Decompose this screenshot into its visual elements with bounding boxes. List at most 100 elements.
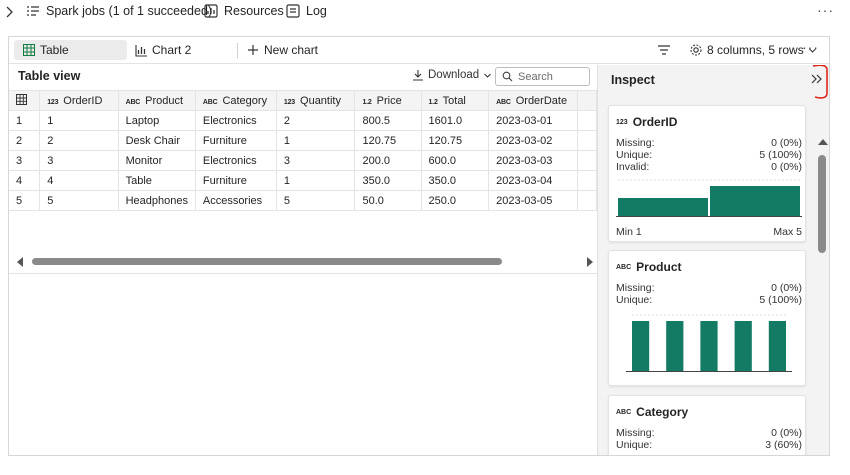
cell-price[interactable]: 800.5 bbox=[354, 110, 422, 131]
cell-category[interactable]: Electronics bbox=[195, 110, 277, 131]
columns-settings-button[interactable]: 8 columns, 5 rows bbox=[689, 40, 817, 60]
cell-product[interactable]: Table bbox=[118, 170, 196, 191]
table-row[interactable]: 3 3 Monitor Electronics 3 200.0 600.0 20… bbox=[9, 150, 597, 171]
scroll-up-arrow[interactable] bbox=[818, 139, 828, 145]
cell-price[interactable]: 200.0 bbox=[354, 150, 422, 171]
cell-price[interactable]: 350.0 bbox=[354, 170, 422, 191]
search-input[interactable] bbox=[518, 70, 588, 83]
column-header-price[interactable]: 1.2 Price bbox=[354, 90, 422, 111]
scroll-right-arrow[interactable] bbox=[587, 257, 593, 267]
spark-jobs-link[interactable]: Spark jobs (1 of 1 succeeded) bbox=[26, 4, 212, 18]
cell-price[interactable]: 50.0 bbox=[354, 190, 422, 211]
chevron-right-icon[interactable] bbox=[4, 5, 16, 19]
tab-chart-2[interactable]: Chart 2 bbox=[135, 40, 191, 60]
cell-product[interactable]: Monitor bbox=[118, 150, 196, 171]
new-chart-label: New chart bbox=[264, 43, 319, 57]
cell-category[interactable]: Furniture bbox=[195, 130, 277, 151]
cell-category[interactable]: Electronics bbox=[195, 150, 277, 171]
card-header: 123 OrderID bbox=[616, 115, 677, 129]
cell-orderid[interactable]: 4 bbox=[39, 170, 119, 191]
orderid-histogram bbox=[616, 179, 802, 217]
table-row[interactable]: 2 2 Desk Chair Furniture 1 120.75 120.75… bbox=[9, 130, 597, 151]
tab-table[interactable]: Table bbox=[14, 40, 127, 60]
stat-invalid: Invalid: 0 (0%) bbox=[616, 161, 802, 173]
cell-orderid[interactable]: 1 bbox=[39, 110, 119, 131]
log-link[interactable]: Log bbox=[286, 4, 327, 18]
data-grid: 123 OrderID ABC Product ABC Category 123 Qua… bbox=[9, 90, 597, 240]
cell-total[interactable]: 250.0 bbox=[421, 190, 490, 211]
vertical-scrollbar[interactable] bbox=[816, 139, 828, 455]
column-name: Category bbox=[222, 94, 268, 107]
collapse-panel-button[interactable] bbox=[806, 65, 829, 101]
column-name: Quantity bbox=[300, 94, 341, 107]
filter-icon[interactable] bbox=[657, 43, 671, 57]
cell-orderid[interactable]: 3 bbox=[39, 150, 119, 171]
cell-total[interactable]: 1601.0 bbox=[421, 110, 490, 131]
histogram-bar bbox=[710, 186, 800, 216]
search-icon bbox=[502, 71, 513, 82]
stat-value: 0 (0%) bbox=[771, 161, 802, 173]
search-box[interactable] bbox=[495, 67, 590, 86]
stat-label: Missing: bbox=[616, 427, 655, 439]
cell-quantity[interactable]: 3 bbox=[276, 150, 356, 171]
column-header-product[interactable]: ABC Product bbox=[118, 90, 196, 111]
cell-orderdate[interactable]: 2023-03-05 bbox=[488, 190, 579, 211]
cell-quantity[interactable]: 1 bbox=[276, 130, 356, 151]
row-index: 1 bbox=[9, 110, 41, 131]
cell-category[interactable]: Accessories bbox=[195, 190, 277, 211]
number-type-icon: 123 bbox=[616, 118, 628, 126]
column-header-quantity[interactable]: 123 Quantity bbox=[276, 90, 356, 111]
cell-orderid[interactable]: 2 bbox=[39, 130, 119, 151]
cell-product[interactable]: Headphones bbox=[118, 190, 196, 211]
number-type-icon: 123 bbox=[47, 98, 59, 106]
cell-product[interactable]: Desk Chair bbox=[118, 130, 196, 151]
cell-product[interactable]: Laptop bbox=[118, 110, 196, 131]
card-column-name: OrderID bbox=[632, 115, 678, 129]
table-row[interactable]: 1 1 Laptop Electronics 2 800.5 1601.0 20… bbox=[9, 110, 597, 131]
cell-orderid[interactable]: 5 bbox=[39, 190, 119, 211]
cell-orderdate[interactable]: 2023-03-04 bbox=[488, 170, 579, 191]
column-name: OrderDate bbox=[515, 94, 568, 107]
gear-icon bbox=[690, 44, 702, 56]
cell-category[interactable]: Furniture bbox=[195, 170, 277, 191]
cell-orderdate[interactable]: 2023-03-01 bbox=[488, 110, 579, 131]
cell-total[interactable]: 350.0 bbox=[421, 170, 490, 191]
column-card-category[interactable]: ABC Category Missing: 0 (0%) Unique: 3 (60… bbox=[608, 395, 806, 455]
download-button[interactable]: Download bbox=[412, 69, 492, 81]
horizontal-scrollbar[interactable] bbox=[15, 255, 593, 269]
dataframe-viewer: Table Chart 2 New chart 8 columns, 5 row… bbox=[8, 36, 830, 456]
toolbar-divider bbox=[237, 43, 238, 58]
cell-quantity[interactable]: 1 bbox=[276, 170, 356, 191]
cell-overflow bbox=[577, 110, 597, 131]
column-header-orderdate[interactable]: ABC OrderDate bbox=[488, 90, 579, 111]
scroll-left-arrow[interactable] bbox=[17, 257, 23, 267]
histogram-bar bbox=[768, 321, 786, 371]
column-card-orderid[interactable]: 123 OrderID Missing: 0 (0%) Unique: 5 (100… bbox=[608, 105, 806, 242]
table-row[interactable]: 5 5 Headphones Accessories 5 50.0 250.0 … bbox=[9, 190, 597, 211]
column-header-category[interactable]: ABC Category bbox=[195, 90, 277, 111]
toolbar-more-button[interactable]: ··· bbox=[802, 39, 819, 55]
scrollbar-thumb[interactable] bbox=[818, 155, 826, 253]
cell-total[interactable]: 600.0 bbox=[421, 150, 490, 171]
new-chart-button[interactable]: New chart bbox=[247, 40, 318, 60]
histogram-bar bbox=[700, 321, 718, 371]
cell-quantity[interactable]: 2 bbox=[276, 110, 356, 131]
max-label: Max 5 bbox=[773, 226, 802, 238]
cell-total[interactable]: 120.75 bbox=[421, 130, 490, 151]
scrollbar-thumb[interactable] bbox=[32, 258, 502, 265]
column-card-product[interactable]: ABC Product Missing: 0 (0%) Unique: 5 (100… bbox=[608, 250, 806, 386]
histogram-bar bbox=[734, 321, 752, 371]
stat-unique: Unique: 3 (60%) bbox=[616, 439, 802, 451]
more-options-button[interactable]: ··· bbox=[817, 2, 834, 18]
double-chevron-right-icon bbox=[811, 74, 822, 84]
resources-link[interactable]: Resources bbox=[204, 4, 284, 18]
table-row[interactable]: 4 4 Table Furniture 1 350.0 350.0 2023-0… bbox=[9, 170, 597, 191]
column-header-orderid[interactable]: 123 OrderID bbox=[39, 90, 119, 111]
cell-orderdate[interactable]: 2023-03-03 bbox=[488, 150, 579, 171]
column-header-total[interactable]: 1.2 Total bbox=[421, 90, 490, 111]
row-index-header[interactable] bbox=[9, 90, 41, 111]
cell-orderdate[interactable]: 2023-03-02 bbox=[488, 130, 579, 151]
column-name: OrderID bbox=[63, 94, 103, 107]
cell-quantity[interactable]: 5 bbox=[276, 190, 356, 211]
cell-price[interactable]: 120.75 bbox=[354, 130, 422, 151]
